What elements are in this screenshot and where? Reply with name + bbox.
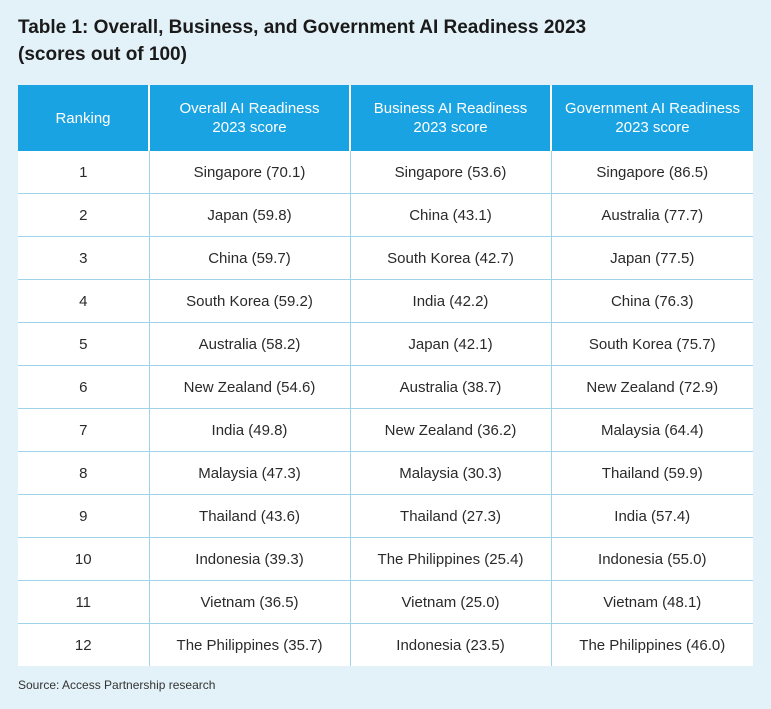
header-row: Ranking Overall AI Readiness 2023 score Bus… <box>18 85 753 151</box>
overall-score-cell: South Korea (59.2) <box>149 279 351 323</box>
rank-cell: 11 <box>18 580 150 624</box>
business-score-cell: Japan (42.1) <box>350 322 552 366</box>
government-score-cell: South Korea (75.7) <box>551 322 753 366</box>
business-score-cell: China (43.1) <box>350 193 552 237</box>
rank-cell: 10 <box>18 537 150 581</box>
table-row: 5 Australia (58.2) Japan (42.1) South Korea… <box>18 322 753 366</box>
business-score-cell: Singapore (53.6) <box>350 151 552 194</box>
table-title-line-1: Table 1: Overall, Business, and Governme… <box>18 17 587 38</box>
overall-score-cell: Australia (58.2) <box>149 322 351 366</box>
overall-score-cell: Indonesia (39.3) <box>149 537 351 581</box>
overall-score-header: Overall AI Readiness 2023 score <box>149 85 351 151</box>
column-header-line: Overall AI Readiness <box>179 100 320 117</box>
government-score-cell: New Zealand (72.9) <box>551 365 753 409</box>
rank-cell: 8 <box>18 451 150 495</box>
business-score-cell: New Zealand (36.2) <box>350 408 552 452</box>
table-row: 1 Singapore (70.1) Singapore (53.6) Singapo… <box>18 151 753 194</box>
business-score-cell: Australia (38.7) <box>350 365 552 409</box>
overall-score-cell: Malaysia (47.3) <box>149 451 351 495</box>
table-row: 10 Indonesia (39.3) The Philippines (25.4)… <box>18 537 753 581</box>
government-score-cell: Vietnam (48.1) <box>551 580 753 624</box>
business-score-cell: Indonesia (23.5) <box>350 623 552 666</box>
government-score-cell: China (76.3) <box>551 279 753 323</box>
column-header-line: 2023 score <box>212 119 287 136</box>
table-row: 12 The Philippines (35.7) Indonesia (23.5)… <box>18 623 753 666</box>
rank-cell: 3 <box>18 236 150 280</box>
business-score-cell: India (42.2) <box>350 279 552 323</box>
table-title-line-2: (scores out of 100) <box>18 44 187 65</box>
rank-cell: 2 <box>18 193 150 237</box>
column-header-line: 2023 score <box>615 119 690 136</box>
business-score-cell: South Korea (42.7) <box>350 236 552 280</box>
rank-cell: 12 <box>18 623 150 666</box>
overall-score-cell: China (59.7) <box>149 236 351 280</box>
government-score-cell: The Philippines (46.0) <box>551 623 753 666</box>
table-row: 7 India (49.8) New Zealand (36.2) Malaysia … <box>18 408 753 452</box>
overall-score-cell: New Zealand (54.6) <box>149 365 351 409</box>
business-score-cell: The Philippines (25.4) <box>350 537 552 581</box>
table-header: Ranking Overall AI Readiness 2023 score Bus… <box>18 85 753 151</box>
column-header-line: Ranking <box>55 109 111 127</box>
overall-score-cell: Thailand (43.6) <box>149 494 351 538</box>
overall-score-cell: Japan (59.8) <box>149 193 351 237</box>
business-score-cell: Malaysia (30.3) <box>350 451 552 495</box>
column-header-line: Government AI Readiness <box>564 100 741 117</box>
overall-score-cell: Singapore (70.1) <box>149 151 351 194</box>
table-row: 4 South Korea (59.2) India (42.2) China (76… <box>18 279 753 323</box>
government-score-cell: India (57.4) <box>551 494 753 538</box>
government-score-cell: Malaysia (64.4) <box>551 408 753 452</box>
overall-score-cell: Vietnam (36.5) <box>149 580 351 624</box>
rank-cell: 7 <box>18 408 150 452</box>
table-body: 1 Singapore (70.1) Singapore (53.6) Singapo… <box>18 151 753 666</box>
overall-score-cell: The Philippines (35.7) <box>149 623 351 666</box>
rank-cell: 5 <box>18 322 150 366</box>
government-score-cell: Japan (77.5) <box>551 236 753 280</box>
table-row: 6 New Zealand (54.6) Australia (38.7) New Z… <box>18 365 753 409</box>
table-row: 9 Thailand (43.6) Thailand (27.3) India (57… <box>18 494 753 538</box>
government-score-cell: Thailand (59.9) <box>551 451 753 495</box>
government-score-cell: Singapore (86.5) <box>596 163 709 181</box>
column-header-line: 2023 score <box>413 119 488 136</box>
readiness-table: Ranking Overall AI Readiness 2023 score Bus… <box>18 85 753 666</box>
business-score-cell: Thailand (27.3) <box>350 494 552 538</box>
table-row: 11 Vietnam (36.5) Vietnam (25.0) Vietnam (4… <box>18 580 753 624</box>
government-score-cell: Australia (77.7) <box>551 193 753 237</box>
business-score-header: Business AI Readiness 2023 score <box>350 85 552 151</box>
table-title: Table 1: Overall, Business, and Governme… <box>18 14 758 68</box>
readiness-table-container: Ranking Overall AI Readiness 2023 score Bus… <box>18 85 753 666</box>
ranking-header: Ranking <box>18 85 150 151</box>
government-score-header: Government AI Readiness 2023 score <box>551 85 753 151</box>
business-score-cell: Vietnam (25.0) <box>350 580 552 624</box>
rank-cell: 4 <box>18 279 150 323</box>
column-header-line: Business AI Readiness <box>373 100 528 117</box>
source-note: Source: Access Partnership research <box>18 678 216 692</box>
table-row: 2 Japan (59.8) China (43.1) Australia (77.7… <box>18 193 753 237</box>
overall-score-cell: India (49.8) <box>149 408 351 452</box>
table-row: 8 Malaysia (47.3) Malaysia (30.3) Thailand … <box>18 451 753 495</box>
rank-cell: 6 <box>18 365 150 409</box>
rank-cell: 9 <box>18 494 150 538</box>
table-row: 3 China (59.7) South Korea (42.7) Japan (77… <box>18 236 753 280</box>
rank-cell: 1 <box>18 151 150 194</box>
government-score-cell: Indonesia (55.0) <box>551 537 753 581</box>
